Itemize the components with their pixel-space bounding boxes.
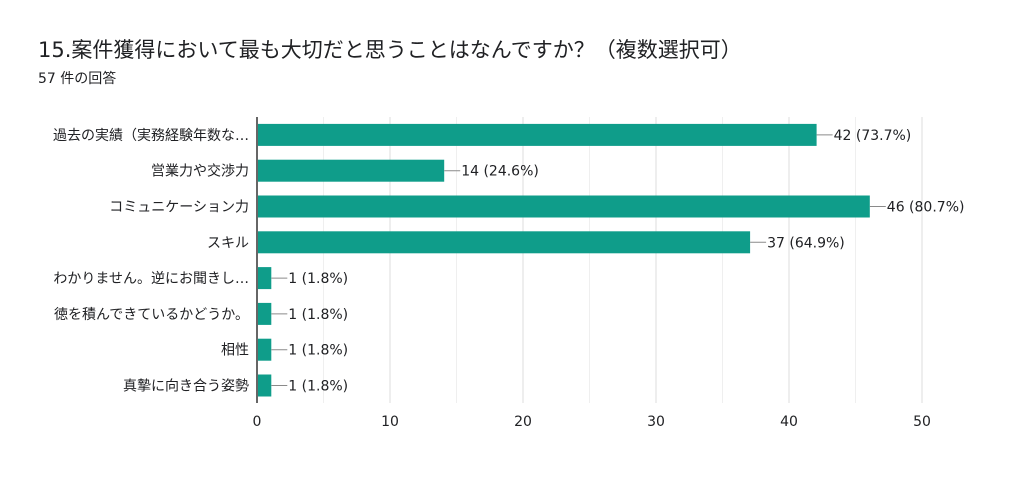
x-tick-label: 20 [514, 414, 532, 430]
x-tick-label: 10 [381, 414, 399, 430]
data-label: 14 (24.6%) [461, 164, 539, 180]
bar [258, 338, 272, 361]
bar [258, 195, 870, 218]
category-label: 営業力や交渉力 [151, 163, 249, 180]
data-label: 1 (1.8%) [288, 379, 348, 395]
category-label: 相性 [221, 343, 249, 359]
category-label: 過去の実績（実務経験年数な… [53, 128, 249, 144]
data-label: 46 (80.7%) [887, 200, 965, 216]
category-label: 真摯に向き合う姿勢 [123, 379, 249, 395]
data-label: 1 (1.8%) [288, 307, 348, 323]
x-tick-label: 0 [253, 414, 262, 430]
data-label: 42 (73.7%) [834, 128, 912, 144]
x-tick-label: 30 [647, 414, 665, 430]
bar [258, 159, 445, 182]
category-label: コミュニケーション力 [109, 200, 249, 216]
bar [258, 231, 751, 254]
data-label: 1 (1.8%) [288, 343, 348, 359]
x-tick-label: 50 [913, 414, 931, 430]
bar [258, 123, 817, 146]
data-label: 1 (1.8%) [288, 271, 348, 287]
category-label: 徳を積んできているかどうか。 [54, 307, 249, 323]
category-label: スキル [207, 235, 249, 251]
response-count: 57 件の回答 [38, 71, 117, 87]
bar [258, 302, 272, 325]
x-tick-label: 40 [780, 414, 798, 430]
bar [258, 374, 272, 397]
category-label: わかりません。逆にお聞きし… [53, 271, 249, 287]
question-title: 15.案件獲得において最も大切だと思うことはなんですか？（複数選択可） [38, 38, 742, 62]
bar [258, 267, 272, 290]
data-label: 37 (64.9%) [767, 235, 845, 251]
